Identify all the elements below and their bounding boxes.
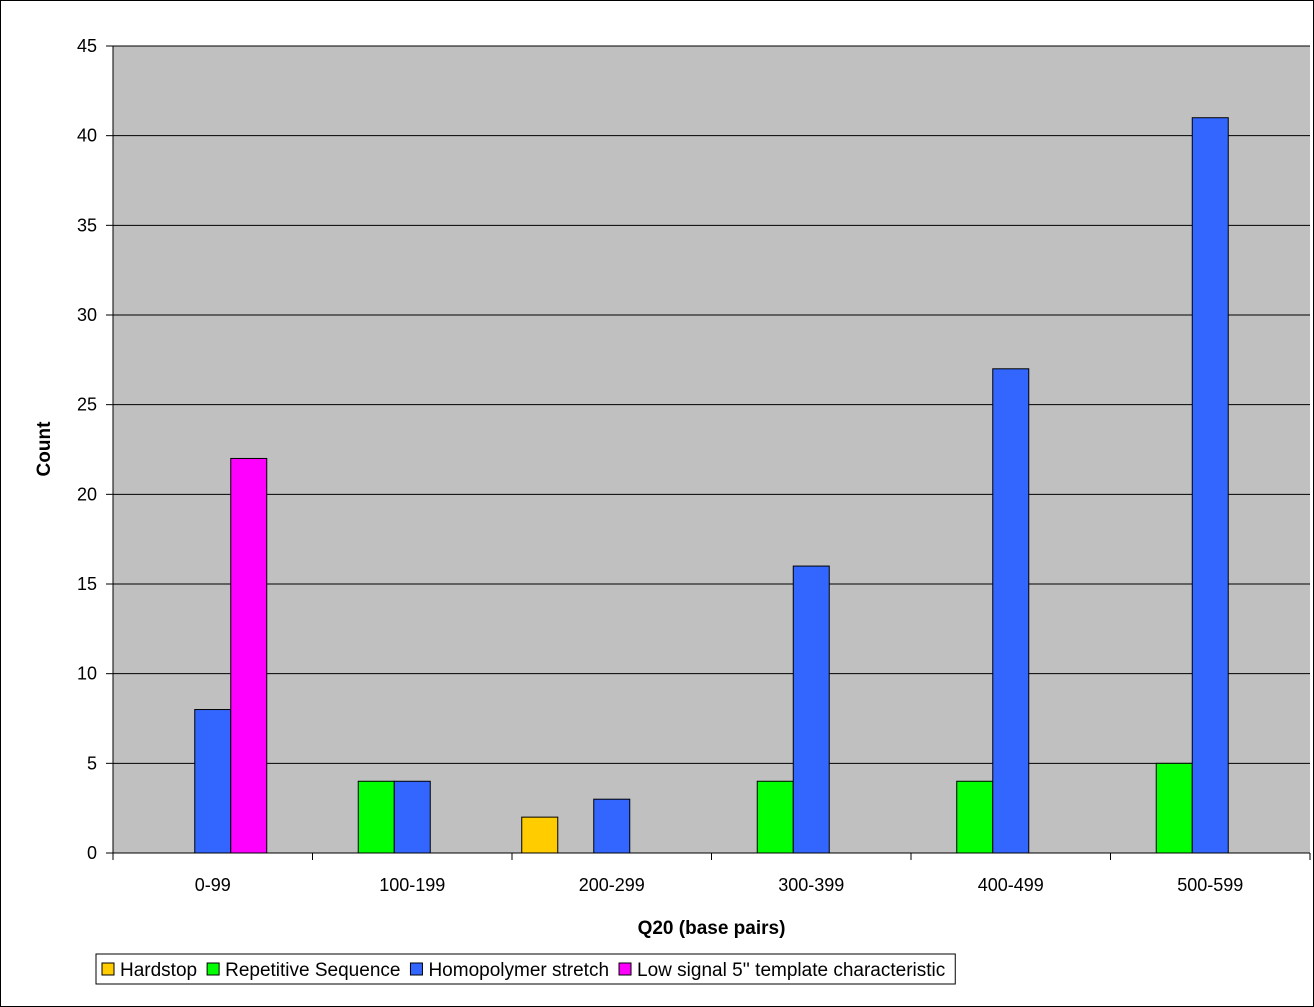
bars: [194, 117, 1229, 854]
x-tick-labels: 0-99 100-199 200-299 300-399 400-499 500-599: [195, 875, 1244, 895]
legend-swatch-low-signal-5-template-characteristic: [618, 962, 632, 976]
x-tick-label: 300-399: [778, 875, 844, 895]
y-tick-labels: 0 5 10 15 20 25 30 35 40 45: [77, 36, 97, 863]
y-tick-label: 20: [77, 484, 97, 504]
bar-homopolymer-stretch-500-599: [1191, 117, 1229, 854]
bar-repetitive-sequence-100-199: [357, 780, 395, 854]
axes: [106, 45, 1311, 860]
x-tick-label: 500-599: [1177, 875, 1243, 895]
bar-homopolymer-stretch-300-399: [792, 565, 830, 854]
bar-repetitive-sequence-400-499: [956, 780, 994, 854]
plot-area: [113, 46, 1310, 853]
bar-low-signal-5-template-characteristic-0-99: [230, 457, 268, 854]
legend: Hardstop Repetitive Sequence Homopolymer s…: [95, 953, 956, 985]
legend-label: Repetitive Sequence: [225, 960, 400, 981]
x-tick-label: 0-99: [195, 875, 231, 895]
y-tick-label: 45: [77, 36, 97, 56]
y-tick-label: 15: [77, 574, 97, 594]
legend-label: Low signal 5'' template characteristic: [637, 960, 945, 981]
y-tick-label: 0: [87, 843, 97, 863]
x-axis-title: Q20 (base pairs): [638, 918, 786, 939]
x-tick-label: 400-499: [978, 875, 1044, 895]
bar-repetitive-sequence-300-399: [756, 780, 794, 854]
legend-swatch-hardstop: [101, 962, 115, 976]
bar-homopolymer-stretch-100-199: [393, 780, 431, 854]
bar-hardstop-200-299: [521, 816, 559, 854]
y-axis-title: Count: [34, 421, 55, 477]
y-tick-label: 10: [77, 664, 97, 684]
legend-swatch-repetitive-sequence: [206, 962, 220, 976]
legend-label: Hardstop: [120, 960, 197, 981]
y-tick-label: 40: [77, 126, 97, 146]
bar-repetitive-sequence-500-599: [1155, 762, 1193, 854]
legend-swatch-homopolymer-stretch: [409, 962, 423, 976]
bar-homopolymer-stretch-200-299: [593, 798, 631, 854]
x-tick-label: 100-199: [379, 875, 445, 895]
y-tick-label: 25: [77, 395, 97, 415]
x-tick-label: 200-299: [579, 875, 645, 895]
legend-label: Homopolymer stretch: [428, 960, 609, 981]
legend-box: [95, 953, 956, 985]
bar-homopolymer-stretch-0-99: [194, 709, 232, 854]
bar-homopolymer-stretch-400-499: [992, 368, 1030, 854]
y-tick-label: 35: [77, 215, 97, 235]
y-tick-label: 30: [77, 305, 97, 325]
gridlines: [113, 45, 1310, 764]
y-tick-label: 5: [87, 753, 97, 773]
